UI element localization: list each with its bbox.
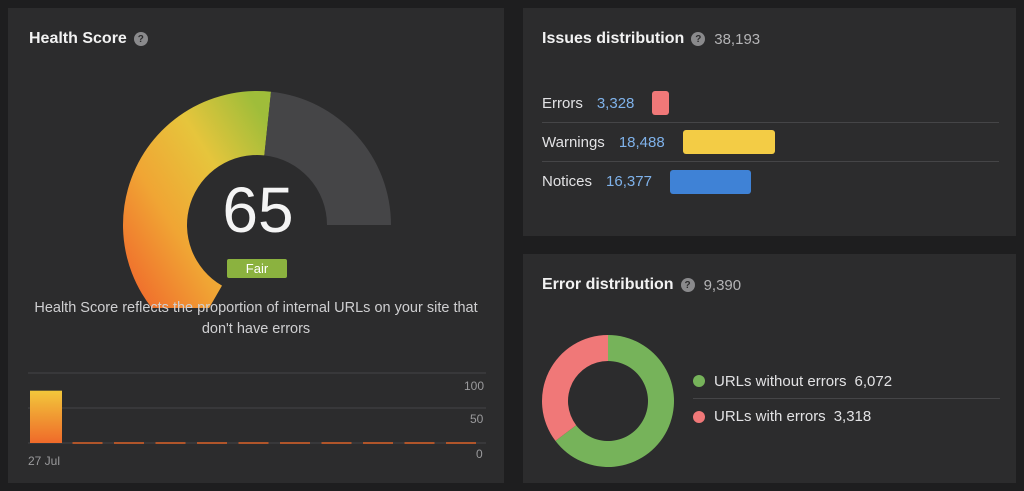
history-bar-empty[interactable]	[238, 442, 269, 444]
question-icon[interactable]: ?	[680, 278, 695, 292]
legend-label: URLs without errors	[714, 372, 847, 390]
health-score-gauge	[123, 91, 391, 308]
error-distribution-donut	[542, 335, 674, 467]
legend-row-without-errors[interactable]: URLs without errors 6,072	[693, 364, 1000, 399]
issue-row-errors[interactable]: Errors 3,328	[542, 84, 999, 123]
history-bar-empty[interactable]	[446, 442, 476, 444]
issue-count[interactable]: 18,488	[618, 133, 665, 151]
health-score-card: Health Score ? 65 Fair Health Score refl…	[8, 8, 504, 483]
issue-bar	[682, 130, 775, 154]
health-history-chart	[28, 372, 486, 444]
question-icon[interactable]: ?	[691, 32, 706, 46]
error-distribution-title-text: Error distribution	[542, 276, 674, 293]
y-tick-100: 100	[464, 379, 485, 393]
health-score-description: Health Score reflects the proportion of …	[34, 300, 478, 337]
legend-value: 6,072	[854, 372, 893, 390]
history-bar-empty[interactable]	[280, 442, 310, 444]
history-bar-empty[interactable]	[155, 442, 186, 444]
history-bar-empty[interactable]	[197, 442, 227, 444]
donut-segment[interactable]	[555, 335, 674, 467]
health-score-title: Health Score ?	[29, 30, 148, 48]
y-tick-50: 50	[470, 412, 484, 426]
history-bar-empty[interactable]	[363, 442, 393, 444]
error-distribution-card: Error distribution ? 9,390 URLs without …	[523, 254, 1016, 483]
history-bar-empty[interactable]	[114, 442, 144, 444]
donut-segment[interactable]	[542, 335, 608, 441]
issues-total: 38,193	[714, 30, 761, 48]
issue-bar	[652, 91, 670, 115]
issue-bar	[669, 169, 751, 194]
health-score-title-text: Health Score	[29, 30, 127, 47]
rating-badge: Fair	[227, 259, 287, 278]
history-bar[interactable]	[30, 390, 62, 443]
issues-distribution-card: Issues distribution ? 38,193 Errors 3,32…	[523, 8, 1016, 236]
issue-row-warnings[interactable]: Warnings 18,488	[542, 123, 999, 162]
legend-label: URLs with errors	[714, 408, 826, 425]
gauge-remaining-arc	[264, 91, 391, 225]
error-distribution-title: Error distribution ? 9,390	[542, 276, 741, 294]
x-tick-date: 27 Jul	[28, 454, 61, 468]
y-tick-0: 0	[476, 447, 483, 461]
issues-distribution-title-text: Issues distribution	[542, 30, 685, 47]
issue-count[interactable]: 3,328	[596, 94, 635, 112]
legend-dot	[693, 410, 705, 423]
legend-dot	[693, 375, 705, 387]
gauge-filled-arc	[123, 91, 272, 308]
issue-label: Errors	[542, 94, 583, 112]
issue-label: Notices	[542, 173, 593, 190]
legend-row-with-errors[interactable]: URLs with errors 3,318	[693, 399, 1000, 434]
issue-label: Warnings	[542, 133, 605, 151]
issue-count[interactable]: 16,377	[606, 173, 652, 190]
legend-value: 3,318	[833, 408, 872, 425]
health-score-value: 65	[222, 174, 294, 246]
question-icon[interactable]: ?	[133, 32, 148, 46]
issue-row-notices[interactable]: Notices 16,377	[542, 162, 999, 201]
history-bar-empty[interactable]	[321, 442, 352, 444]
issues-distribution-title: Issues distribution ? 38,193	[542, 30, 760, 48]
history-bar-empty[interactable]	[72, 442, 103, 444]
errors-total: 9,390	[703, 276, 742, 294]
history-bar-empty[interactable]	[404, 442, 435, 444]
